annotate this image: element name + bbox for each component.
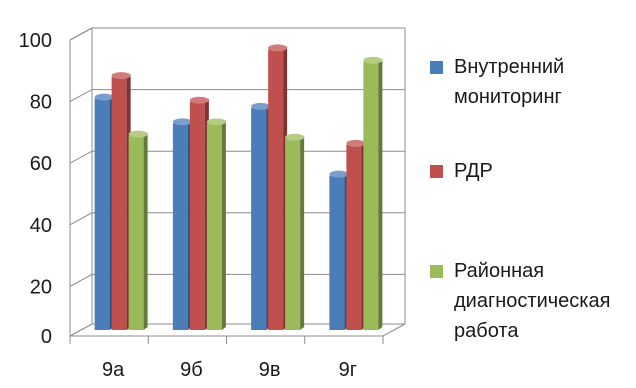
bar-top <box>111 72 131 80</box>
bar-top <box>206 118 226 126</box>
bar-front <box>206 123 222 330</box>
bar <box>172 118 192 330</box>
bar-top <box>329 170 349 178</box>
bar-front <box>128 135 144 330</box>
legend-label: Внутренний мониторинг <box>454 56 565 108</box>
bar-top <box>189 96 209 104</box>
bar <box>285 133 305 330</box>
x-tick-label: 9в <box>259 359 281 381</box>
bar-top <box>346 139 366 147</box>
x-tick-label: 9а <box>102 359 125 381</box>
bar <box>128 130 148 330</box>
bar-side <box>221 120 226 330</box>
bar-front <box>111 77 127 331</box>
bar-front <box>268 49 284 331</box>
bar-front <box>189 101 205 330</box>
legend-label: Районная диагностическая работа <box>454 260 611 342</box>
bar-top <box>128 130 148 138</box>
bar-top <box>363 56 383 64</box>
bars <box>94 44 383 331</box>
y-tick-label: 20 <box>30 276 52 298</box>
bar-top <box>268 44 288 52</box>
bar <box>111 72 131 331</box>
bar-top <box>172 118 192 126</box>
bar <box>363 56 383 330</box>
x-tick-label: 9б <box>180 359 203 381</box>
legend-swatch-red <box>430 165 443 178</box>
bar <box>268 44 288 331</box>
bar-front <box>329 175 345 330</box>
bar-side <box>300 135 305 330</box>
bar <box>189 96 209 330</box>
bar-top <box>94 93 114 101</box>
bar-front <box>251 107 267 330</box>
bar <box>329 170 349 330</box>
y-tick-label: 40 <box>30 215 52 237</box>
bar <box>94 93 114 331</box>
bar <box>251 102 271 330</box>
y-axis-ticks: 0 20 40 60 80 100 <box>19 30 71 348</box>
legend-item-internal-monitoring: Внутренний мониторинг <box>430 52 634 112</box>
x-tick-label: 9г <box>339 359 357 381</box>
bar-front <box>363 61 379 330</box>
y-tick-label: 100 <box>19 30 52 52</box>
legend-item-district-diagnostic: Районная диагностическая работа <box>430 256 634 346</box>
chart-side-wall <box>69 27 93 337</box>
x-axis-ticks: 9а 9б 9в 9г <box>69 335 384 381</box>
legend-swatch-green <box>430 265 443 278</box>
bar-front <box>285 138 301 330</box>
bar-front <box>172 123 188 330</box>
legend-item-rdr: РДР <box>430 156 634 186</box>
y-tick-label: 0 <box>41 326 52 348</box>
bar-side <box>378 58 383 330</box>
legend-swatch-blue <box>430 61 443 74</box>
y-tick-label: 60 <box>30 153 52 175</box>
bar-side <box>143 132 148 330</box>
gridline <box>69 89 405 103</box>
bar <box>346 139 366 330</box>
y-tick-label: 80 <box>30 92 52 114</box>
bar <box>206 118 226 330</box>
bar-top <box>251 102 271 110</box>
gridline <box>69 27 405 41</box>
bar-front <box>94 98 110 331</box>
bar-front <box>346 144 362 330</box>
bar-top <box>285 133 305 141</box>
legend-label: РДР <box>454 160 493 182</box>
